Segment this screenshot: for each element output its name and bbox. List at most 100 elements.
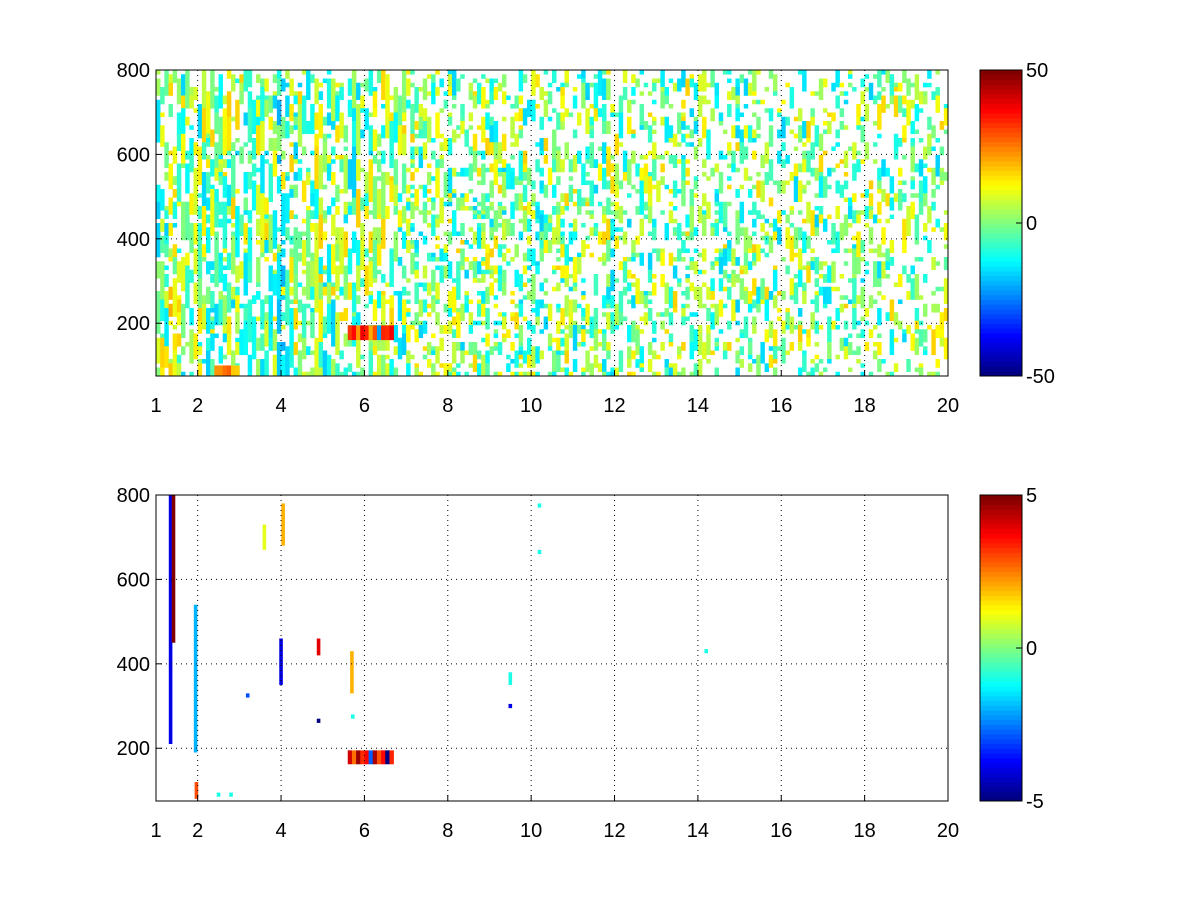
top-heatmap-cell: [422, 299, 428, 313]
top-heatmap-cell: [335, 184, 340, 203]
top-heatmap-cell: [314, 78, 319, 105]
top-heatmap-cell: [647, 91, 653, 96]
top-heatmap-cell: [685, 248, 690, 254]
top-heatmap-cell: [472, 231, 478, 245]
top-heatmap-cell: [401, 333, 407, 356]
top-heatmap-cell: [176, 78, 182, 105]
top-heatmap-cell: [752, 129, 757, 139]
top-heatmap-cell: [697, 269, 703, 275]
top-heatmap-cell: [414, 248, 419, 254]
top-heatmap-cell: [335, 155, 340, 160]
top-heatmap-cell: [397, 291, 403, 322]
top-heatmap-cell: [247, 261, 253, 271]
top-heatmap-cell: [560, 350, 565, 356]
top-heatmap-cell: [935, 371, 940, 377]
top-heatmap-cell: [372, 278, 378, 283]
top-heatmap-cell: [222, 108, 228, 156]
top-heatmap-cell: [376, 189, 382, 215]
top-colorbar-swatch: [980, 299, 1022, 305]
top-heatmap-cell: [602, 295, 607, 309]
top-heatmap-cell: [577, 74, 582, 79]
top-heatmap-cell: [414, 329, 419, 343]
top-heatmap-cell: [339, 82, 344, 88]
top-heatmap-cell: [172, 333, 178, 351]
top-heatmap-cell: [476, 320, 482, 326]
top-heatmap-cell: [264, 223, 269, 241]
top-heatmap-cell: [797, 125, 803, 130]
top-heatmap-cell: [852, 244, 857, 249]
top-heatmap-cell: [568, 312, 574, 326]
top-heatmap-cell: [318, 282, 324, 300]
top-heatmap-cell: [614, 303, 619, 326]
top-heatmap-cell: [843, 180, 849, 190]
top-heatmap-cell: [718, 329, 724, 334]
top-heatmap-cell: [206, 214, 211, 224]
top-heatmap-cell: [506, 95, 511, 101]
top-heatmap-cell: [556, 201, 561, 207]
top-heatmap-cell: [743, 265, 749, 275]
top-heatmap-cell: [176, 299, 182, 313]
top-heatmap-cell: [585, 201, 590, 207]
top-heatmap-cell: [518, 363, 524, 368]
top-heatmap-cell: [235, 265, 240, 283]
top-heatmap-cell: [560, 82, 565, 88]
top-heatmap-cell: [835, 354, 840, 360]
top-heatmap-cell: [602, 167, 607, 177]
top-heatmap-cell: [322, 231, 328, 241]
top-heatmap-cell: [206, 172, 211, 177]
top-heatmap-cell: [414, 167, 419, 173]
top-heatmap-cell: [181, 257, 186, 292]
top-heatmap-cell: [668, 367, 674, 377]
top-heatmap-cell: [818, 155, 824, 173]
top-heatmap-cell: [381, 125, 386, 139]
top-heatmap-cell: [193, 167, 198, 203]
top-heatmap-cell: [385, 74, 390, 79]
top-heatmap-cell: [672, 82, 678, 92]
top-heatmap-cell: [535, 231, 540, 241]
top-heatmap-cell: [885, 274, 890, 279]
top-heatmap-cell: [439, 108, 444, 113]
top-heatmap-cell: [310, 350, 315, 356]
top-heatmap-cell: [872, 99, 878, 105]
top-heatmap-cell: [381, 291, 386, 296]
top-heatmap-cell: [727, 176, 732, 181]
top-heatmap-cell: [356, 82, 361, 101]
top-heatmap-cell: [639, 180, 645, 190]
top-heatmap-cell: [385, 299, 390, 305]
top-heatmap-cell: [181, 201, 186, 241]
top-heatmap-cell: [847, 82, 853, 88]
bottom-colorbar-swatch: [980, 753, 1022, 759]
bottom-heatmap-cell: [193, 604, 198, 753]
top-heatmap-cell: [435, 265, 440, 271]
top-heatmap-cell: [831, 286, 836, 292]
top-heatmap-cell: [468, 261, 474, 271]
top-heatmap-cell: [176, 112, 182, 135]
top-heatmap-cell: [343, 231, 349, 258]
top-heatmap-cell: [552, 206, 557, 215]
top-heatmap-cell: [614, 227, 619, 232]
top-heatmap-cell: [689, 206, 695, 232]
top-heatmap-cell: [243, 210, 249, 215]
top-heatmap-cell: [752, 231, 757, 237]
top-heatmap-cell: [176, 295, 182, 300]
top-heatmap-cell: [939, 121, 945, 130]
top-heatmap-cell: [222, 201, 228, 249]
top-heatmap-cell: [631, 240, 636, 254]
top-heatmap-cell: [460, 193, 465, 198]
top-heatmap-cell: [797, 320, 803, 326]
top-heatmap-cell: [226, 252, 232, 271]
top-heatmap-cell: [543, 223, 549, 241]
top-heatmap-cell: [772, 295, 778, 309]
top-heatmap-cell: [889, 257, 895, 266]
top-heatmap-cell: [902, 240, 907, 254]
top-heatmap-cell: [772, 91, 778, 96]
top-colorbar-swatch: [980, 289, 1022, 296]
top-colorbar-swatch: [980, 98, 1022, 104]
top-heatmap-cell: [422, 320, 428, 334]
top-heatmap-cell: [306, 206, 311, 211]
top-heatmap-cell: [764, 363, 770, 373]
top-heatmap-cell: [297, 252, 303, 262]
top-heatmap-cell: [493, 121, 499, 143]
